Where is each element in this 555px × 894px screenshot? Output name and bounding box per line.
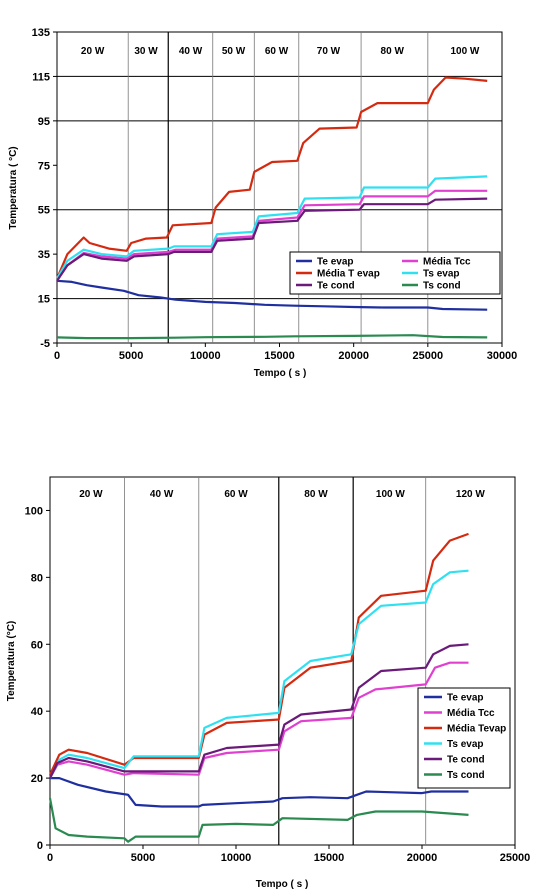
y-tick-label: 95 (38, 116, 50, 128)
power-level-label: 30 W (134, 46, 158, 57)
legend-entry: Ts cond (447, 770, 485, 781)
x-tick-label: 30000 (487, 350, 518, 362)
series-line-ts-evap (56, 175, 488, 280)
power-level-label: 80 W (304, 489, 328, 500)
legend-entry: Te evap (447, 693, 484, 704)
series-line-m-dia-tcc (49, 661, 469, 779)
legend-box (417, 687, 511, 789)
series-line-m-dia-tevap (49, 532, 469, 776)
power-level-label: 40 W (179, 46, 203, 57)
legend-entry: Te evap (317, 257, 354, 268)
legend-entry: Média Tcc (423, 257, 471, 268)
y-tick-label: 135 (32, 27, 50, 39)
legend-entry: Te cond (317, 281, 355, 292)
y-axis-label: Temperatura ( °C) (8, 146, 19, 229)
power-level-label: 120 W (456, 489, 485, 500)
y-tick-label: 115 (32, 71, 50, 83)
y-tick-label: 80 (31, 572, 43, 584)
y-axis-label: Temperatura (°C) (6, 621, 17, 702)
x-tick-label: 0 (54, 350, 60, 362)
power-level-label: 80 W (381, 46, 405, 57)
power-level-label: 70 W (317, 46, 341, 57)
power-level-label: 60 W (224, 489, 248, 500)
x-axis-label: Tempo ( s ) (256, 879, 309, 890)
plot-area (49, 476, 516, 846)
x-tick-label: 15000 (264, 350, 295, 362)
x-tick-label: 5000 (131, 852, 155, 864)
x-tick-label: 5000 (119, 350, 143, 362)
series-line-m-dia-tcc (56, 189, 488, 282)
series-line-te-evap (50, 777, 469, 808)
y-tick-label: 55 (38, 205, 50, 217)
power-level-label: 100 W (376, 489, 405, 500)
y-tick-label: -5 (40, 338, 50, 350)
chart-2: 20 W 40 W 60 W 80 W 100 W 120 W 0 5000 10000 1500… (6, 476, 531, 890)
series-line-te-cond (56, 197, 488, 282)
power-level-label: 50 W (222, 46, 246, 57)
y-tick-label: 60 (31, 639, 43, 651)
series-line-te-evap (56, 279, 488, 311)
legend-entry: Ts cond (423, 281, 461, 292)
y-tick-label: 75 (38, 160, 50, 172)
power-level-label: 20 W (81, 46, 105, 57)
x-tick-label: 25000 (500, 852, 531, 864)
power-level-label: 100 W (450, 46, 479, 57)
x-tick-label: 25000 (413, 350, 444, 362)
y-tick-label: 20 (31, 773, 43, 785)
x-tick-label: 20000 (407, 852, 438, 864)
series-line-ts-cond (48, 797, 469, 843)
x-tick-label: 15000 (314, 852, 345, 864)
legend-entry: Te cond (447, 755, 485, 766)
x-tick-label: 10000 (221, 852, 252, 864)
x-tick-label: 0 (47, 852, 53, 864)
series-line-te-cond (49, 643, 469, 779)
y-tick-label: 40 (31, 706, 43, 718)
series-line-ts-cond (56, 334, 488, 340)
legend-entry: Média Tcc (447, 708, 495, 719)
plot-area (56, 31, 503, 344)
y-tick-label: 15 (38, 294, 50, 306)
power-level-label: 40 W (150, 489, 174, 500)
power-level-label: 20 W (79, 489, 103, 500)
y-tick-label: 35 (38, 249, 50, 261)
x-tick-label: 10000 (190, 350, 221, 362)
x-tick-label: 20000 (338, 350, 369, 362)
series-line-ts-evap (49, 569, 469, 779)
chart-1: 20 W 30 W 40 W 50 W 60 W 70 W 80 W 100 W 0 5000 10… (8, 27, 518, 379)
legend-entry: Média T evap (317, 269, 380, 280)
legend-box (289, 251, 501, 295)
x-axis-label: Tempo ( s ) (254, 368, 307, 379)
legend-entry: Ts evap (447, 739, 484, 750)
y-tick-label: 100 (25, 505, 43, 517)
y-tick-label: 0 (37, 840, 43, 852)
power-level-label: 60 W (265, 46, 289, 57)
series-line-m-dia-t-evap (55, 76, 488, 280)
legend-entry: Média Tevap (447, 724, 506, 735)
legend-entry: Ts evap (423, 269, 460, 280)
